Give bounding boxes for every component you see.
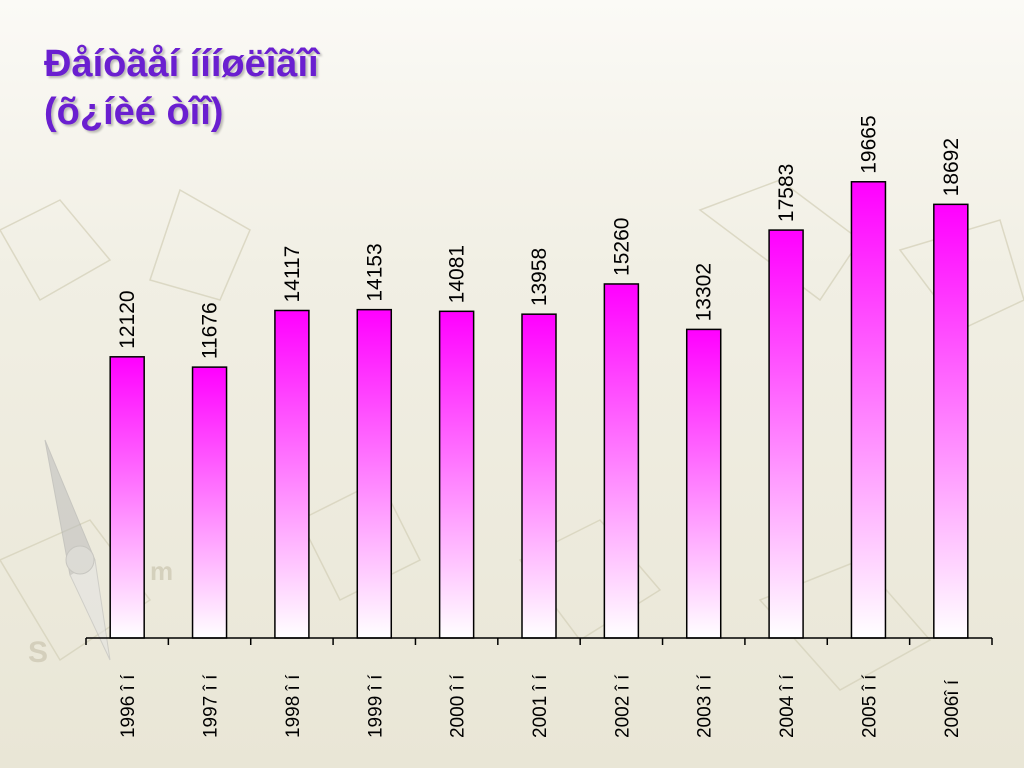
data-label: 11676 bbox=[199, 302, 222, 359]
data-label: 14117 bbox=[281, 246, 304, 303]
bar bbox=[274, 309, 310, 639]
data-label: 17583 bbox=[775, 164, 798, 222]
x-tick-label: 2003 î í bbox=[695, 674, 716, 738]
bar bbox=[191, 366, 228, 639]
data-label: 13958 bbox=[528, 248, 551, 306]
data-label: 13302 bbox=[693, 263, 716, 321]
x-tick-label: 2004 î í bbox=[777, 674, 798, 738]
slide-title-line1: Ðåíòãåí íííøëîãîî bbox=[44, 43, 319, 85]
x-tick-label: 2002 î í bbox=[612, 674, 633, 738]
bar bbox=[768, 229, 804, 639]
x-axis bbox=[85, 637, 993, 645]
chart-data-labels: 12120 11676 14117 14153 14081 13958 15260 13302… bbox=[116, 115, 963, 359]
chart-bars bbox=[109, 181, 969, 639]
data-label: 15260 bbox=[610, 218, 633, 276]
bar bbox=[933, 203, 969, 639]
x-tick-label: 1999 î í bbox=[365, 674, 386, 738]
data-label: 14153 bbox=[363, 243, 386, 301]
slide-title: Ðåíòãåí íííøëîãîî (õ¿íèé òîî) bbox=[44, 40, 319, 136]
x-axis-tick-labels: 1996 î í 1997 î í 1998 î í 1999 î í 2000 î í… bbox=[118, 674, 963, 738]
data-label: 12120 bbox=[116, 290, 139, 348]
x-tick-label: 2000 î í bbox=[448, 674, 469, 738]
bar bbox=[685, 328, 722, 639]
data-label: 14081 bbox=[446, 245, 469, 303]
svg-text:S: S bbox=[28, 636, 48, 669]
x-tick-label: 1997 î í bbox=[201, 674, 222, 738]
bar bbox=[521, 313, 557, 639]
slide-title-line2: (õ¿íèé òîî) bbox=[44, 91, 224, 133]
bar bbox=[603, 283, 640, 639]
x-tick-label: 1996 î í bbox=[118, 674, 139, 738]
data-label: 19665 bbox=[857, 115, 880, 173]
bar bbox=[850, 181, 887, 639]
x-tick-label: 2001 î í bbox=[530, 674, 551, 738]
bar bbox=[438, 310, 475, 639]
bar bbox=[356, 308, 393, 639]
data-label: 18692 bbox=[940, 138, 963, 196]
bar bbox=[109, 356, 145, 639]
x-tick-label: 2006î í bbox=[942, 679, 963, 738]
x-tick-label: 1998 î í bbox=[283, 674, 304, 738]
x-tick-label: 2005 î í bbox=[859, 674, 880, 738]
svg-text:m: m bbox=[150, 556, 173, 586]
